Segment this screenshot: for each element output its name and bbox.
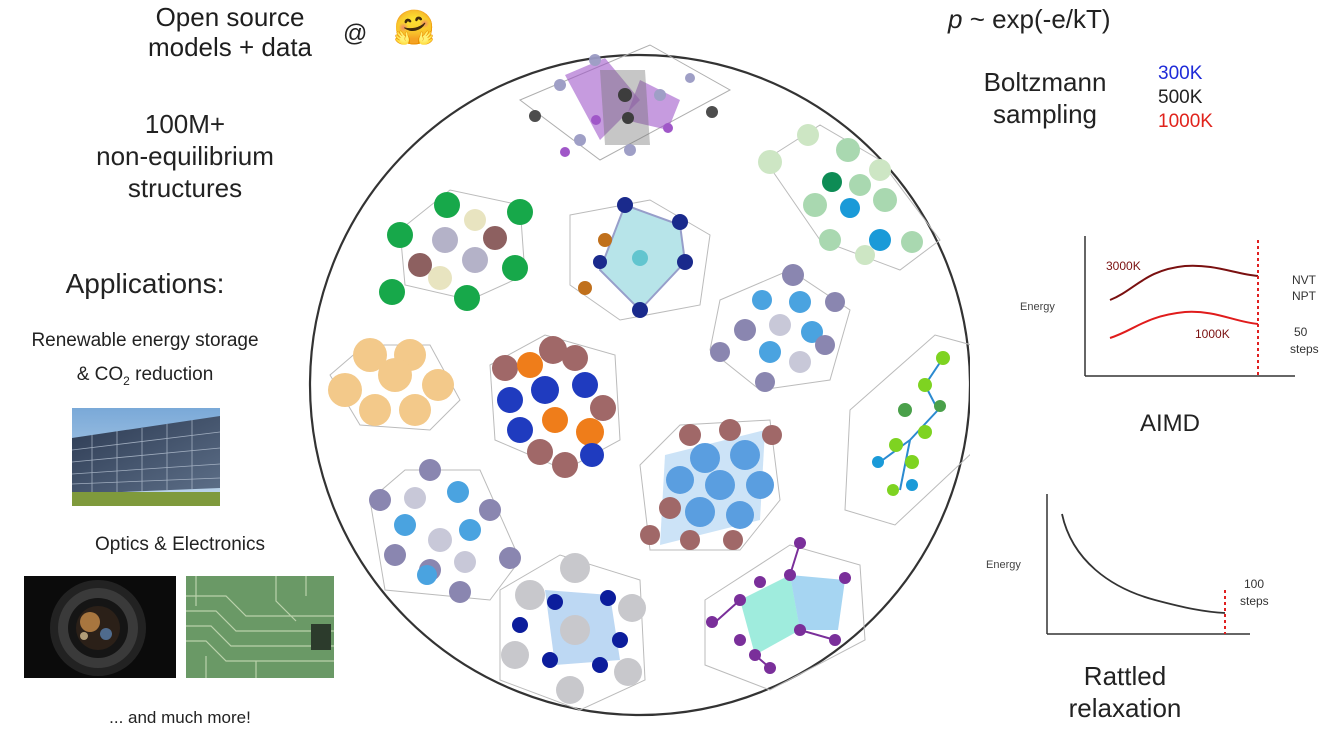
- aimd-label-1000k: 1000K: [1195, 327, 1230, 341]
- relaxation-curve: [1061, 513, 1226, 614]
- hugging-face-icon[interactable]: 🤗: [393, 9, 436, 47]
- relax-steps-num: 100: [1244, 577, 1264, 591]
- relax-title-line1: Rattled: [1083, 661, 1167, 691]
- app-energy-line2: & CO2 reduction: [76, 364, 214, 388]
- structures-circle: [308, 44, 970, 717]
- structure-count: 100M+ non-equilibrium structures: [70, 108, 300, 204]
- circuit-board-image: [186, 576, 334, 678]
- temperature-1000k: 1000K: [1158, 111, 1213, 132]
- temperature-300k: 300K: [1158, 63, 1203, 84]
- boltzmann-line2: sampling: [992, 99, 1098, 129]
- aimd-nvt: NVT: [1292, 273, 1317, 287]
- relax-ylabel: Energy: [986, 559, 1021, 571]
- aimd-title: AIMD: [1140, 410, 1200, 437]
- much-more-text: ... and much more!: [109, 708, 251, 727]
- count-line1: 100M+: [144, 109, 226, 139]
- count-line2: non-equilibrium: [96, 141, 274, 171]
- app-optics-text: Optics & Electronics: [95, 534, 265, 555]
- open-source-text: Open source models + data: [130, 2, 330, 62]
- relax-title-line2: relaxation: [1068, 693, 1182, 723]
- structure-blue-polyhedron: [569, 197, 711, 321]
- open-source-line2: models + data: [147, 32, 313, 62]
- structure-purple-cyan-cluster: [704, 537, 866, 691]
- camera-lens-image: [24, 576, 176, 678]
- relaxation-title: Rattled relaxation: [1050, 660, 1200, 724]
- aimd-steps-word: steps: [1290, 342, 1319, 356]
- structure-green-cluster: [379, 189, 533, 311]
- count-line3: structures: [127, 173, 243, 203]
- solar-panel-image: [72, 408, 220, 506]
- at-sign: @: [343, 20, 368, 47]
- structure-purple-octahedra: [519, 44, 732, 161]
- temperature-500k: 500K: [1158, 87, 1203, 108]
- relaxation-plot: Energy 100 steps: [986, 494, 1269, 635]
- structure-green-chain: [844, 334, 970, 526]
- aimd-plot: Energy 3000K 1000K NVT NPT 50 steps: [1020, 236, 1319, 377]
- applications-title: Applications:: [65, 268, 225, 299]
- structure-gray-blue-cluster: [709, 264, 851, 392]
- curve-3000k: [1109, 264, 1259, 301]
- circle-outline: [308, 53, 970, 717]
- structure-orange-cluster: [489, 334, 621, 478]
- open-source-line1: Open source: [155, 2, 305, 32]
- structure-lightgreen-cluster: [758, 124, 941, 271]
- app-energy-line1: Renewable energy storage: [31, 330, 259, 351]
- relax-steps-word: steps: [1240, 594, 1269, 608]
- structure-blue-brown-block: [639, 419, 782, 551]
- curve-1000k: [1109, 310, 1259, 339]
- structure-lavender-cluster: [369, 459, 521, 603]
- structure-tan-cluster: [328, 338, 461, 431]
- structure-gray-navy-cluster: [499, 553, 646, 711]
- boltzmann-sampling-label: Boltzmann sampling: [970, 66, 1120, 130]
- boltzmann-formula: p ~ exp(-e/kT): [948, 4, 1111, 34]
- boltzmann-line1: Boltzmann: [983, 67, 1107, 97]
- aimd-ylabel: Energy: [1020, 301, 1055, 313]
- aimd-label-3000k: 3000K: [1106, 259, 1141, 273]
- app-energy-text: Renewable energy storage & CO2 reduction: [5, 324, 285, 398]
- aimd-npt: NPT: [1292, 289, 1317, 303]
- temperature-list: 300K 500K 1000K: [1158, 62, 1213, 134]
- aimd-steps-num: 50: [1294, 325, 1308, 339]
